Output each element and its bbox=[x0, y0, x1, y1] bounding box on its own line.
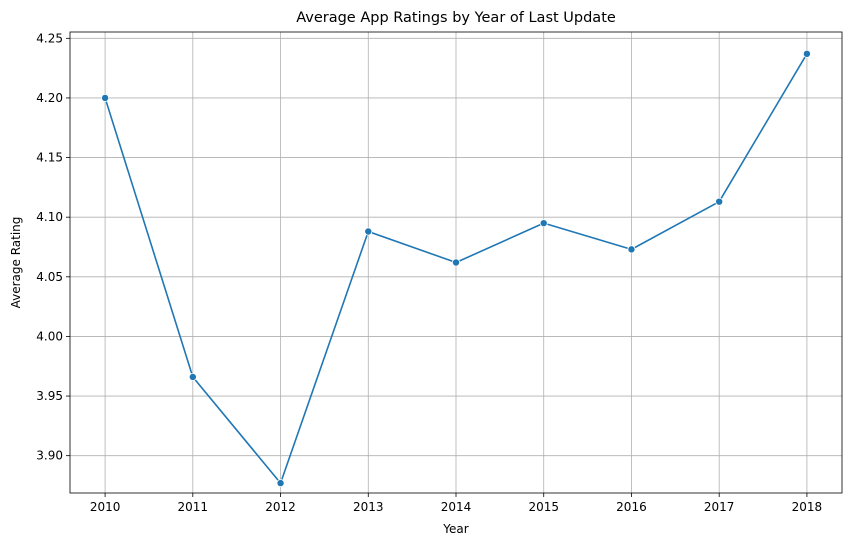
chart-title: Average App Ratings by Year of Last Upda… bbox=[296, 10, 616, 26]
y-tick-label: 3.90 bbox=[36, 449, 63, 463]
x-tick-label: 2018 bbox=[792, 500, 823, 514]
x-axis-ticks: 2010 2011 2012 2013 2014 2015 2016 2017 2018 bbox=[90, 493, 822, 514]
y-tick-label: 4.10 bbox=[36, 210, 63, 224]
data-point bbox=[188, 372, 197, 381]
data-point bbox=[539, 219, 548, 228]
data-point bbox=[276, 479, 285, 488]
data-point bbox=[802, 49, 811, 58]
x-tick-label: 2013 bbox=[353, 500, 384, 514]
x-tick-label: 2016 bbox=[616, 500, 647, 514]
grid-lines bbox=[70, 32, 842, 493]
data-point bbox=[627, 245, 636, 254]
x-tick-label: 2012 bbox=[265, 500, 296, 514]
data-point bbox=[364, 227, 373, 236]
y-tick-label: 4.05 bbox=[36, 270, 63, 284]
x-tick-label: 2011 bbox=[178, 500, 209, 514]
x-tick-label: 2010 bbox=[90, 500, 121, 514]
series-group bbox=[101, 49, 811, 488]
y-tick-label: 4.25 bbox=[36, 31, 63, 45]
y-tick-label: 4.15 bbox=[36, 151, 63, 165]
data-point bbox=[451, 258, 460, 267]
y-tick-label: 4.00 bbox=[36, 329, 63, 343]
y-axis-label: Average Rating bbox=[9, 217, 23, 309]
y-tick-label: 4.20 bbox=[36, 91, 63, 105]
x-tick-label: 2017 bbox=[704, 500, 735, 514]
data-point bbox=[101, 93, 110, 102]
data-point bbox=[715, 197, 724, 206]
y-axis-ticks: 3.90 3.95 4.00 4.05 4.10 4.15 4.20 4.25 bbox=[36, 31, 70, 463]
x-tick-label: 2014 bbox=[441, 500, 472, 514]
y-tick-label: 3.95 bbox=[36, 389, 63, 403]
x-axis-label: Year bbox=[442, 522, 468, 536]
x-tick-label: 2015 bbox=[528, 500, 559, 514]
